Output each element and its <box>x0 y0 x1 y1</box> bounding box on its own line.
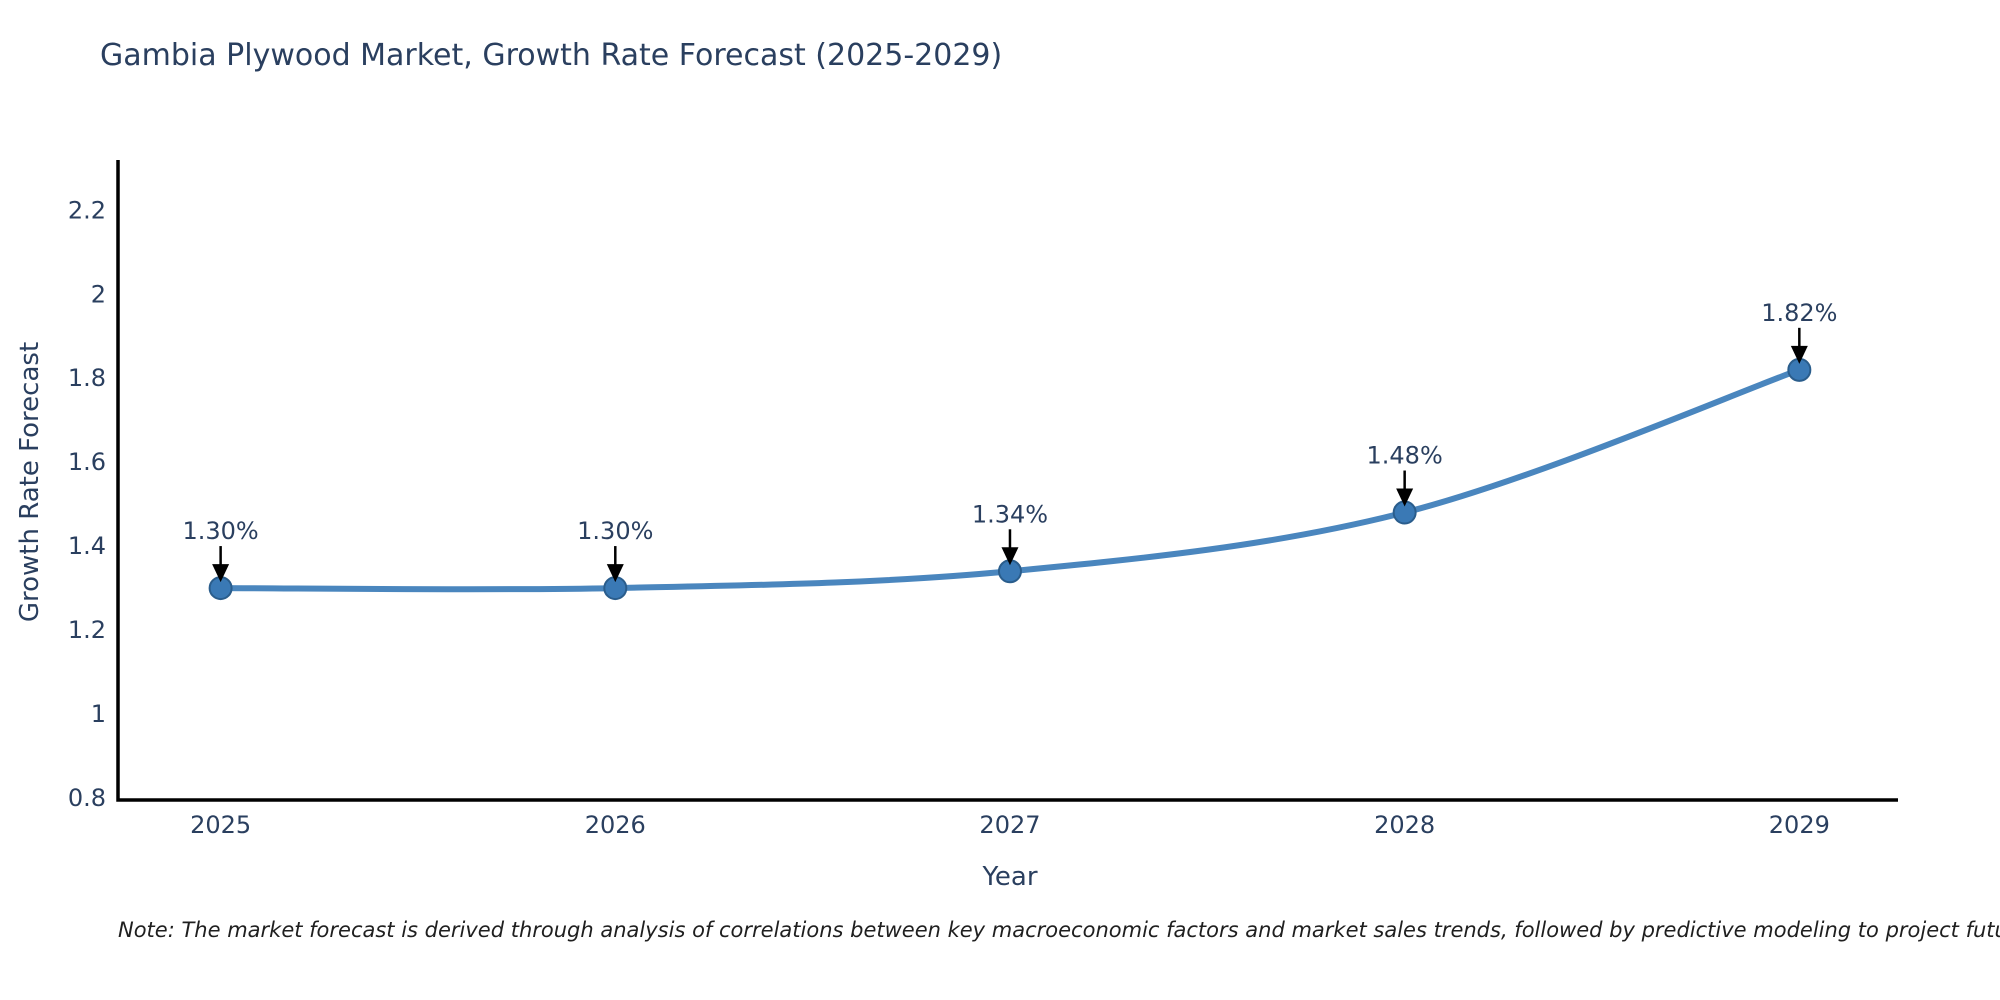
ytick-label: 0.8 <box>68 784 106 812</box>
ytick-label: 2 <box>91 280 106 308</box>
annotation-arrow-head <box>212 564 230 583</box>
xtick-label: 2025 <box>190 811 251 839</box>
annotation-arrow-head <box>1001 547 1019 566</box>
xtick-label: 2028 <box>1374 811 1435 839</box>
ytick-label: 1.8 <box>68 364 106 392</box>
ytick-label: 1.4 <box>68 532 106 560</box>
xtick-label: 2027 <box>979 811 1040 839</box>
annotation-arrow-head <box>1396 488 1414 507</box>
ytick-label: 1 <box>91 700 106 728</box>
ytick-label: 1.2 <box>68 616 106 644</box>
axis-lines <box>116 160 1898 802</box>
chart-title: Gambia Plywood Market, Growth Rate Forec… <box>100 38 1003 73</box>
x-axis-title: Year <box>982 862 1038 892</box>
annotation-arrow-head <box>606 564 624 583</box>
y-axis-title: Growth Rate Forecast <box>15 341 45 623</box>
footnote: Note: The market forecast is derived thr… <box>118 918 2000 942</box>
point-annotation-label: 1.82% <box>1761 299 1837 327</box>
annotation-arrow-head <box>1790 345 1808 364</box>
point-annotation-label: 1.34% <box>972 500 1048 528</box>
ytick-label: 1.6 <box>68 448 106 476</box>
point-annotation-label: 1.48% <box>1367 442 1443 470</box>
xtick-label: 2026 <box>585 811 646 839</box>
xtick-label: 2029 <box>1769 811 1830 839</box>
point-annotation-label: 1.30% <box>182 517 258 545</box>
ytick-label: 2.2 <box>68 196 106 224</box>
point-annotation-label: 1.30% <box>577 517 653 545</box>
